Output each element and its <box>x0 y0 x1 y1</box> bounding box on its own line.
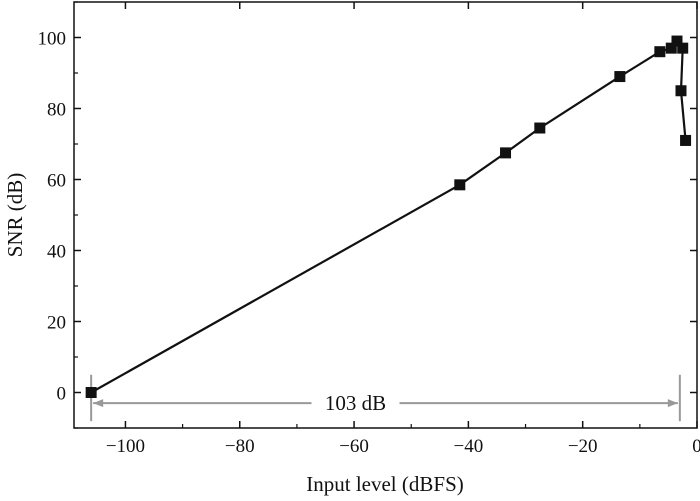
annotation-group: 103 dB <box>90 374 681 422</box>
y-tick-label: 0 <box>57 384 67 405</box>
data-point <box>675 85 687 97</box>
y-tick-label: 100 <box>38 29 67 50</box>
plot-frame <box>73 1 698 429</box>
series-line <box>90 39 687 394</box>
data-point <box>680 134 692 146</box>
x-tick-label: −20 <box>568 436 598 457</box>
x-axis: −100 −80 −60 −40 −20 0 <box>106 2 700 457</box>
arrowhead-right <box>667 399 678 408</box>
data-point <box>654 46 666 58</box>
y-tick-label: 20 <box>47 313 66 334</box>
y-tick-label: 40 <box>47 242 66 263</box>
x-tick-label: −40 <box>454 436 484 457</box>
data-point <box>677 42 689 54</box>
data-point <box>665 42 677 54</box>
x-tick-label: −80 <box>225 436 255 457</box>
x-axis-title: Input level (dBFS) <box>306 472 464 496</box>
dimension-label: 103 dB <box>325 391 386 415</box>
series-group <box>85 35 692 398</box>
x-tick-label: −60 <box>339 436 369 457</box>
x-tick-label: −100 <box>106 436 145 457</box>
data-point <box>500 147 512 159</box>
y-tick-label: 60 <box>47 171 66 192</box>
data-point <box>85 387 97 398</box>
x-tick-label: 0 <box>692 436 700 457</box>
arrowhead-left <box>93 399 104 408</box>
data-point <box>534 122 546 134</box>
data-point <box>671 35 683 47</box>
y-axis-title: SNR (dB) <box>3 173 27 258</box>
data-point <box>614 71 626 83</box>
y-tick-label: 80 <box>47 100 66 121</box>
y-axis: 0 20 40 60 80 100 <box>38 1 697 429</box>
data-point <box>454 179 466 191</box>
